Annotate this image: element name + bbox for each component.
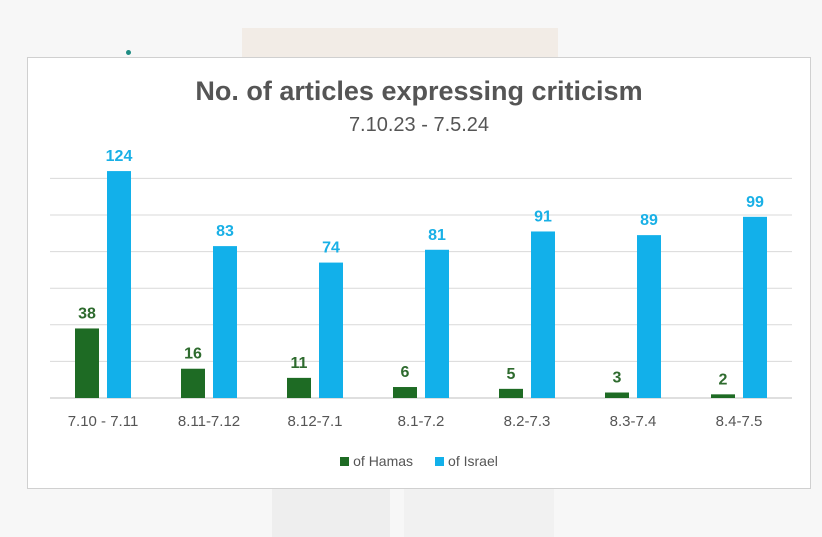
x-tick-label: 8.12-7.1 [287, 413, 342, 430]
chart-legend: of Hamas of Israel [28, 453, 810, 469]
x-tick-label: 8.11-7.12 [178, 413, 240, 430]
chart-title: No. of articles expressing criticism [195, 76, 643, 106]
data-label-hamas: 6 [401, 364, 410, 381]
data-label-hamas: 11 [291, 355, 308, 372]
bar-israel [107, 171, 131, 398]
bar-hamas [499, 388, 523, 398]
bar-hamas [605, 392, 629, 398]
background-slide-block [404, 488, 554, 537]
bar-chart-plot: 38 124 7.10 - 7.11 16 83 8.11-7.12 11 74 8.12-7.… [50, 148, 792, 430]
data-label-israel: 124 [106, 148, 133, 165]
background-slide-block [272, 488, 390, 537]
data-label-israel: 83 [216, 223, 234, 240]
bar-israel [425, 249, 449, 398]
data-label-hamas: 38 [78, 305, 96, 322]
data-label-hamas: 3 [613, 370, 622, 387]
chart-card: No. of articles expressing criticism 7.1… [27, 57, 811, 489]
data-label-israel: 81 [428, 227, 446, 244]
data-label-israel: 74 [322, 240, 340, 257]
x-tick-label: 8.1-7.2 [398, 413, 445, 430]
x-tick-label: 8.3-7.4 [610, 413, 657, 430]
bar-israel [637, 235, 661, 398]
data-label-hamas: 2 [719, 371, 728, 388]
legend-item-hamas: of Hamas [340, 453, 413, 469]
background-slide-strip [242, 28, 558, 62]
bar-israel [213, 246, 237, 398]
data-label-israel: 99 [746, 194, 764, 211]
background-bullet-dot [126, 50, 131, 55]
data-label-hamas: 16 [184, 346, 202, 363]
data-label-israel: 89 [640, 212, 658, 229]
bar-hamas [393, 387, 417, 398]
bar-hamas [711, 394, 735, 398]
x-tick-label: 8.2-7.3 [504, 413, 551, 430]
x-tick-label: 7.10 - 7.11 [68, 413, 139, 430]
bar-hamas [287, 377, 311, 398]
bar-hamas [75, 328, 99, 398]
legend-swatch-israel [435, 456, 445, 466]
legend-item-israel: of Israel [435, 453, 498, 469]
chart-subtitle: 7.10.23 - 7.5.24 [348, 114, 490, 136]
legend-label-israel: of Israel [448, 453, 498, 469]
bar-israel [743, 216, 767, 398]
legend-label-hamas: of Hamas [353, 453, 414, 469]
data-label-hamas: 5 [507, 366, 516, 383]
bar-israel [531, 231, 555, 398]
bar-israel [319, 262, 343, 398]
x-tick-label: 8.4-7.5 [716, 413, 763, 430]
bar-hamas [181, 368, 205, 398]
legend-swatch-hamas [340, 456, 350, 466]
data-label-israel: 91 [534, 208, 552, 225]
